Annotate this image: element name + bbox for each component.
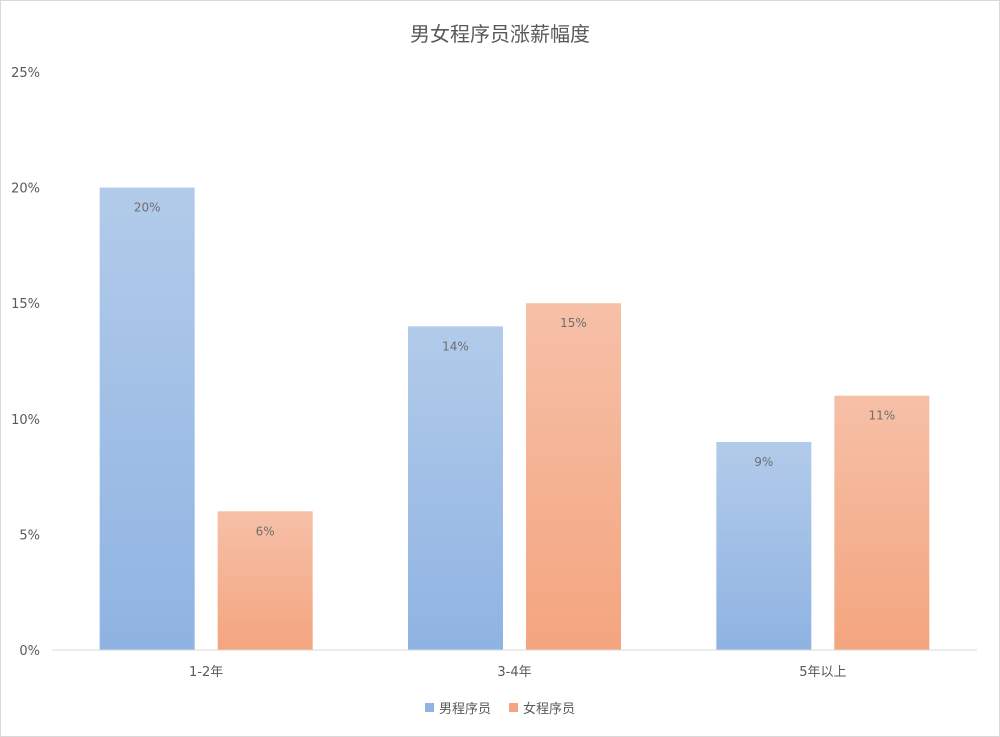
data-label: 9% — [754, 455, 773, 469]
legend-label-female: 女程序员 — [523, 702, 576, 717]
legend: 男程序员 女程序员 — [0, 698, 1000, 717]
data-label: 6% — [256, 524, 275, 538]
data-label: 11% — [868, 409, 895, 423]
x-tick-label: 5年以上 — [799, 665, 846, 680]
x-axis: 1-2年 3-4年 5年以上 — [189, 665, 846, 680]
bar-female-0 — [217, 511, 313, 650]
data-label: 20% — [134, 201, 161, 215]
bar-male-2 — [716, 441, 812, 650]
legend-label-male: 男程序员 — [438, 702, 491, 717]
x-tick-label: 1-2年 — [189, 665, 223, 680]
x-tick-label: 3-4年 — [497, 665, 531, 680]
y-tick-label: 0% — [19, 644, 40, 659]
data-labels: 20% 6% 14% 15% 9% 11% — [134, 201, 895, 539]
chart-title: 男女程序员涨薪幅度 — [410, 22, 590, 46]
y-tick-label: 15% — [11, 297, 40, 312]
y-tick-label: 10% — [11, 413, 40, 428]
bar-male-0 — [99, 187, 195, 650]
y-axis: 0% 5% 10% 15% 20% 25% — [11, 66, 40, 659]
legend-item-male: 男程序员 — [424, 698, 491, 717]
y-tick-label: 25% — [11, 66, 40, 81]
y-tick-label: 5% — [19, 528, 40, 543]
data-label: 15% — [560, 316, 587, 330]
bar-male-1 — [408, 326, 503, 650]
bars — [99, 187, 930, 650]
data-label: 14% — [442, 339, 469, 353]
y-tick-label: 20% — [11, 182, 40, 197]
bar-female-2 — [834, 395, 930, 650]
legend-item-female: 女程序员 — [509, 698, 575, 717]
legend-swatch-female — [509, 703, 518, 712]
bar-female-1 — [526, 303, 621, 650]
legend-swatch-male — [424, 703, 434, 712]
